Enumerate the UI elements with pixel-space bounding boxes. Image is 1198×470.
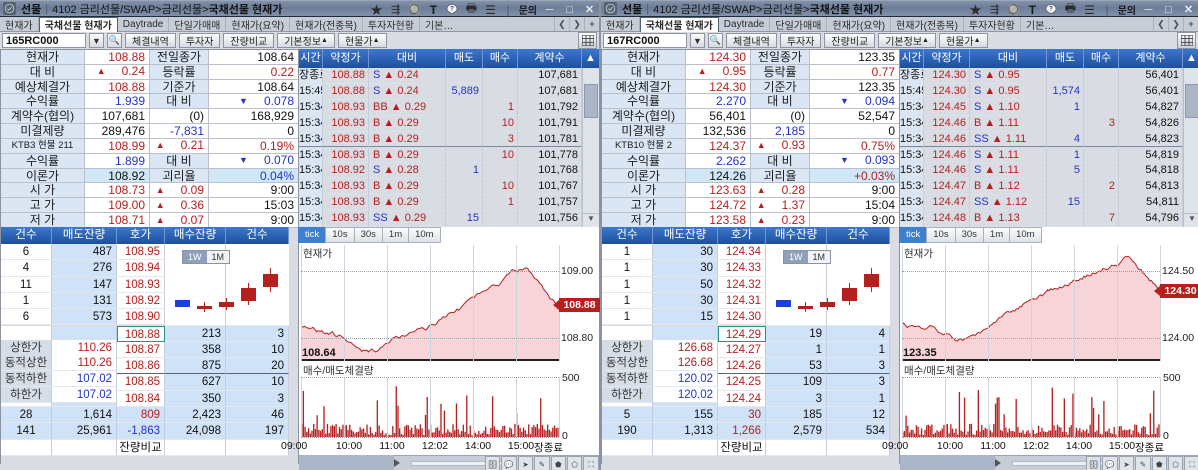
svg-text:?: ?: [1050, 6, 1054, 12]
svg-text:?: ?: [451, 6, 455, 12]
